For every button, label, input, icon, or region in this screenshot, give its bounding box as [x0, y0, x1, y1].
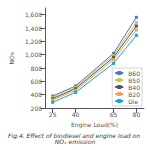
svg-text:B50: B50 — [128, 77, 140, 84]
svg-text:25: 25 — [49, 111, 57, 118]
svg-text:Engine Load(%): Engine Load(%) — [71, 121, 118, 129]
svg-text:B40: B40 — [128, 84, 140, 91]
svg-text:1,400: 1,400 — [25, 25, 42, 32]
svg-text:600: 600 — [31, 78, 43, 85]
svg-text:B60: B60 — [128, 70, 140, 77]
svg-text:NOₓ emission: NOₓ emission — [55, 138, 96, 145]
svg-text:1,200: 1,200 — [25, 38, 42, 45]
svg-text:80: 80 — [133, 111, 141, 118]
svg-text:1,600: 1,600 — [25, 11, 42, 18]
svg-text:40: 40 — [72, 111, 80, 118]
svg-text:800: 800 — [31, 65, 43, 72]
svg-text:Fig.4. Effect of biodiesel and: Fig.4. Effect of biodiesel and engine lo… — [8, 131, 142, 139]
svg-text:B20: B20 — [128, 91, 140, 98]
svg-text:200: 200 — [31, 105, 43, 112]
svg-text:NOx: NOx — [8, 51, 15, 64]
svg-text:65: 65 — [110, 111, 118, 118]
svg-text:1,000: 1,000 — [25, 51, 42, 58]
svg-text:Die: Die — [128, 98, 138, 105]
svg-text:400: 400 — [31, 91, 43, 98]
